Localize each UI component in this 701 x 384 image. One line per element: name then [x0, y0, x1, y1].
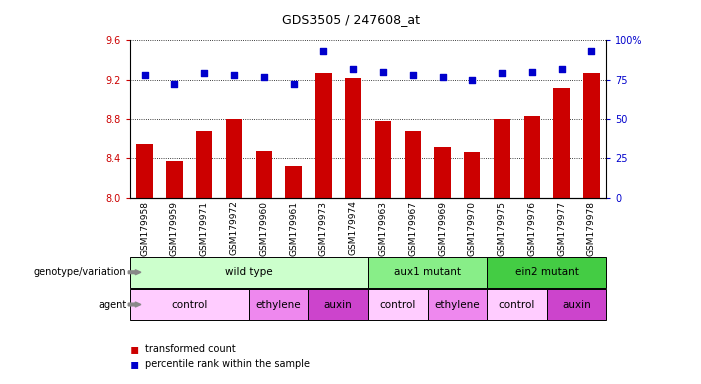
Text: control: control: [380, 300, 416, 310]
Text: control: control: [171, 300, 207, 310]
Text: GDS3505 / 247608_at: GDS3505 / 247608_at: [282, 13, 419, 26]
Bar: [315, 73, 332, 198]
Bar: [583, 73, 599, 198]
Point: [258, 73, 269, 79]
Text: auxin: auxin: [562, 300, 591, 310]
Point: [437, 73, 448, 79]
Point: [169, 81, 180, 88]
Bar: [375, 121, 391, 198]
Bar: [494, 119, 510, 198]
Text: aux1 mutant: aux1 mutant: [394, 267, 461, 277]
Bar: [554, 88, 570, 198]
Text: agent: agent: [98, 300, 126, 310]
Point: [556, 66, 567, 72]
Text: genotype/variation: genotype/variation: [34, 267, 126, 277]
Bar: [285, 166, 301, 198]
Point: [139, 72, 150, 78]
Point: [198, 70, 210, 76]
Point: [377, 69, 388, 75]
Text: wild type: wild type: [225, 267, 273, 277]
Text: ▪: ▪: [130, 342, 139, 356]
Point: [496, 70, 508, 76]
Bar: [464, 152, 480, 198]
Bar: [137, 144, 153, 198]
Bar: [435, 147, 451, 198]
Text: ▪: ▪: [130, 358, 139, 371]
Bar: [196, 131, 212, 198]
Text: auxin: auxin: [324, 300, 353, 310]
Bar: [256, 151, 272, 198]
Bar: [524, 116, 540, 198]
Text: ethylene: ethylene: [256, 300, 301, 310]
Bar: [404, 131, 421, 198]
Point: [407, 72, 418, 78]
Point: [348, 66, 359, 72]
Point: [288, 81, 299, 88]
Bar: [345, 78, 361, 198]
Point: [526, 69, 538, 75]
Bar: [166, 161, 182, 198]
Point: [467, 77, 478, 83]
Point: [229, 72, 240, 78]
Text: ethylene: ethylene: [435, 300, 480, 310]
Point: [586, 48, 597, 55]
Text: control: control: [499, 300, 535, 310]
Text: percentile rank within the sample: percentile rank within the sample: [145, 359, 310, 369]
Bar: [226, 119, 242, 198]
Text: transformed count: transformed count: [145, 344, 236, 354]
Text: ein2 mutant: ein2 mutant: [515, 267, 579, 277]
Point: [318, 48, 329, 55]
